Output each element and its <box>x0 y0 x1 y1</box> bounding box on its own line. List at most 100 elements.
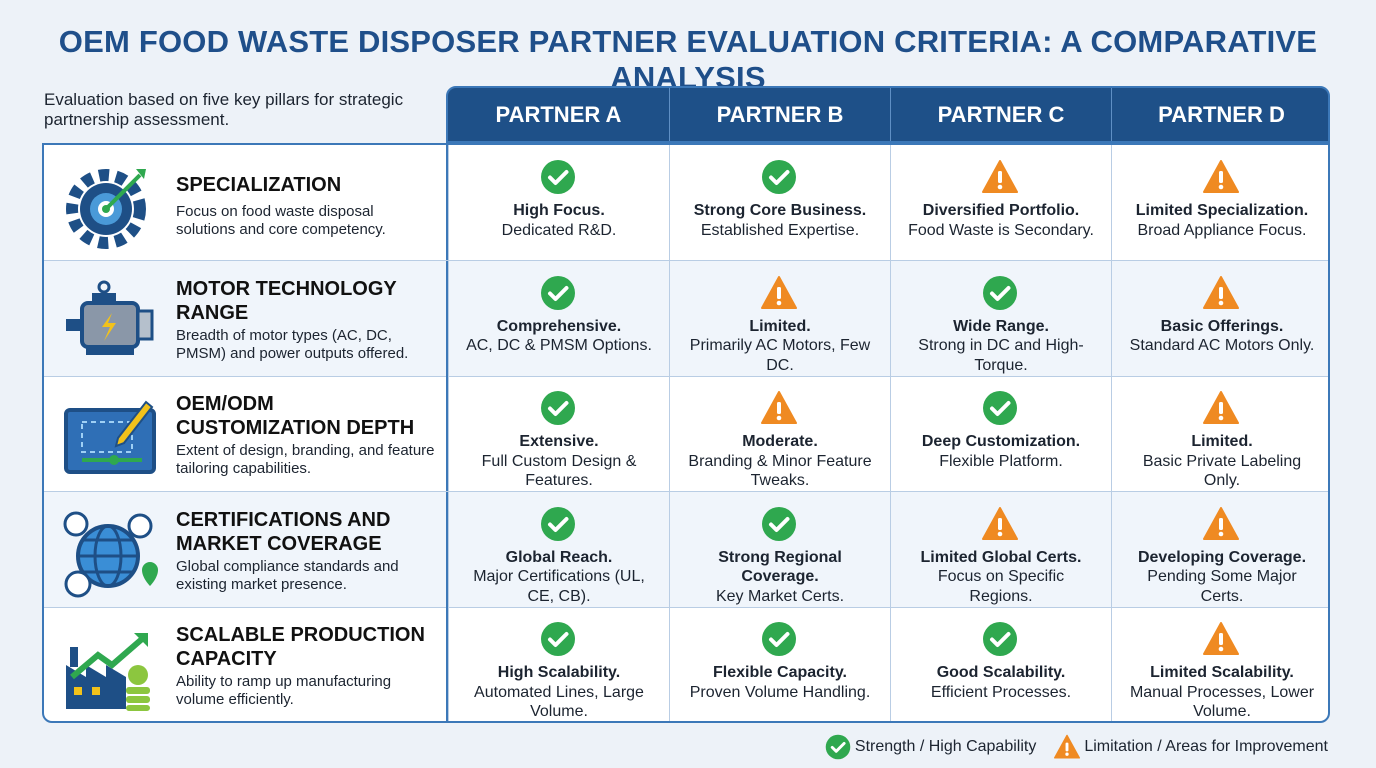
strength-icon <box>762 506 796 541</box>
criterion-title: CERTIFICATIONS AND MARKET COVERAGE <box>176 508 391 555</box>
evaluation-cell: Basic Offerings. Standard AC Motors Only. <box>1111 260 1328 376</box>
criterion-description: Extent of design, branding, and feature … <box>176 442 435 478</box>
cell-headline: High Scalability. <box>497 664 621 682</box>
cell-headline: Extensive. <box>519 433 599 451</box>
strength-icon <box>983 275 1017 310</box>
evaluation-cell: Flexible Capacity. Proven Volume Handling… <box>669 607 890 721</box>
intro-text: Evaluation based on five key pillars for… <box>44 90 404 129</box>
cell-headline: Basic Offerings. <box>1160 317 1284 335</box>
strength-icon <box>762 160 796 194</box>
limitation-icon <box>1203 275 1239 309</box>
legend-label: Limitation / Areas for Improvement <box>1084 738 1328 755</box>
factory-icon <box>66 633 150 712</box>
limitation-icon <box>1203 622 1239 656</box>
cell-detail: Major Certifications (UL, CE, CB). <box>473 568 645 605</box>
cell-text: Moderate. Branding & Minor Feature Tweaks… <box>680 432 880 491</box>
cell-headline: Wide Range. <box>953 317 1049 335</box>
partner-name: PARTNER B <box>669 88 890 141</box>
cell-detail: AC, DC & PMSM Options. <box>466 337 652 355</box>
strength-icon <box>762 622 796 657</box>
cell-detail: Established Expertise. <box>700 221 860 239</box>
evaluation-cell: Extensive. Full Custom Design & Features. <box>448 376 669 492</box>
cell-detail: Branding & Minor Feature Tweaks. <box>688 452 872 490</box>
criterion: CERTIFICATIONS AND MARKET COVERAGE Global… <box>44 491 448 607</box>
cell-detail: Automated Lines, Large Volume. <box>474 683 644 721</box>
cell-headline: Global Reach. <box>505 548 613 566</box>
criterion-row: SCALABLE PRODUCTION CAPACITY Ability to r… <box>44 607 1328 721</box>
evaluation-cell: Wide Range. Strong in DC and High-Torque. <box>890 260 1111 376</box>
cell-headline: Limited. <box>749 317 811 335</box>
evaluation-cell: Limited Scalability. Manual Processes, Lo… <box>1111 607 1328 721</box>
cell-detail: Food Waste is Secondary. <box>908 221 1094 239</box>
limitation-icon <box>982 506 1018 540</box>
cell-headline: Limited Scalability. <box>1150 664 1294 682</box>
cell-detail: Broad Appliance Focus. <box>1137 221 1307 239</box>
evaluation-cell: Good Scalability. Efficient Processes. <box>890 607 1111 721</box>
cell-text: Strong Regional Coverage. Key Market Cert… <box>680 548 880 607</box>
cell-headline: Strong Regional Coverage. <box>718 548 842 586</box>
criterion-title: SCALABLE PRODUCTION CAPACITY <box>176 624 425 671</box>
criterion-description: Global compliance standards and existing… <box>176 557 399 593</box>
cell-detail: Basic Private Labeling Only. <box>1142 452 1302 490</box>
blueprint-icon <box>64 400 156 475</box>
criterion-row: MOTOR TECHNOLOGY RANGE Breadth of motor t… <box>44 260 1328 377</box>
cell-headline: Developing Coverage. <box>1137 548 1307 566</box>
cell-headline: High Focus. <box>513 202 605 219</box>
cell-headline: Diversified Portfolio. <box>922 202 1080 219</box>
cell-headline: Limited. <box>1191 433 1253 451</box>
strength-icon <box>541 275 575 310</box>
evaluation-cell: Comprehensive. AC, DC & PMSM Options. <box>448 260 669 376</box>
criterion-row: OEM/ODM CUSTOMIZATION DEPTH Extent of des… <box>44 376 1328 493</box>
motor-icon <box>66 280 154 355</box>
cell-text: Limited. Primarily AC Motors, Few DC. <box>680 317 880 376</box>
cell-headline: Strong Core Business. <box>693 202 867 219</box>
cell-text: High Focus. Dedicated R&D. <box>459 201 659 240</box>
cell-detail: Proven Volume Handling. <box>689 683 871 701</box>
cell-headline: Flexible Capacity. <box>713 664 847 682</box>
legend-item: Limitation / Areas for Improvement <box>1054 734 1328 760</box>
cell-text: Wide Range. Strong in DC and High-Torque. <box>901 317 1101 376</box>
cell-detail: Primarily AC Motors, Few DC. <box>689 337 871 374</box>
cell-headline: Limited Global Certs. <box>920 548 1082 566</box>
cell-headline: Limited Specialization. <box>1135 202 1309 219</box>
cell-text: Extensive. Full Custom Design & Features. <box>459 432 659 491</box>
cell-detail: Flexible Platform. <box>939 452 1063 470</box>
criterion-row: SPECIALIZATION Focus on food waste dispos… <box>44 145 1328 261</box>
criterion-title: MOTOR TECHNOLOGY RANGE <box>176 277 397 324</box>
criterion: MOTOR TECHNOLOGY RANGE Breadth of motor t… <box>44 260 448 376</box>
evaluation-cell: Limited Specialization. Broad Appliance F… <box>1111 145 1328 260</box>
cell-headline: Good Scalability. <box>936 664 1066 682</box>
limitation-icon <box>1203 506 1239 540</box>
criterion: SPECIALIZATION Focus on food waste dispos… <box>44 145 448 260</box>
evaluation-cell: Strong Core Business. Established Experti… <box>669 145 890 260</box>
cell-headline: Deep Customization. <box>921 433 1081 451</box>
cell-text: Basic Offerings. Standard AC Motors Only. <box>1122 317 1322 356</box>
cell-headline: Comprehensive. <box>496 317 622 335</box>
criterion-title: OEM/ODM CUSTOMIZATION DEPTH <box>176 393 415 440</box>
strength-icon <box>541 622 575 657</box>
limitation-icon <box>1054 734 1081 759</box>
cell-detail: Strong in DC and High-Torque. <box>918 337 1084 374</box>
evaluation-cell: Deep Customization. Flexible Platform. <box>890 376 1111 492</box>
cell-text: Deep Customization. Flexible Platform. <box>901 432 1101 471</box>
evaluation-cell: Limited. Primarily AC Motors, Few DC. <box>669 260 890 376</box>
criterion-title: SPECIALIZATION <box>176 174 342 196</box>
cell-detail: Full Custom Design & Features. <box>481 452 637 490</box>
legend-label: Strength / High Capability <box>854 738 1037 755</box>
criterion-description: Focus on food waste disposal solutions a… <box>176 203 386 238</box>
legend-item: Strength / High Capability <box>825 734 1036 760</box>
cell-detail: Pending Some Major Certs. <box>1147 568 1297 605</box>
specialization-icon <box>66 169 146 249</box>
evaluation-cell: Diversified Portfolio. Food Waste is Seco… <box>890 145 1111 260</box>
limitation-icon <box>761 275 797 309</box>
cell-text: Limited. Basic Private Labeling Only. <box>1122 432 1322 491</box>
evaluation-cell: High Focus. Dedicated R&D. <box>448 145 669 260</box>
cell-detail: Efficient Processes. <box>930 683 1072 701</box>
strength-icon <box>983 391 1017 426</box>
limitation-icon <box>761 391 797 425</box>
cell-headline: Moderate. <box>742 433 818 451</box>
cell-text: Limited Specialization. Broad Appliance F… <box>1122 201 1322 240</box>
evaluation-cell: Limited Global Certs. Focus on Specific R… <box>890 491 1111 607</box>
legend: Strength / High Capability Limitation / A… <box>807 734 1328 760</box>
